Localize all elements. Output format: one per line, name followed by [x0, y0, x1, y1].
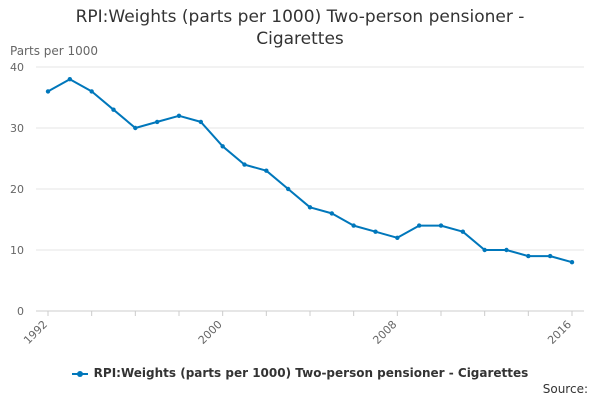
- data-point-2016: [569, 260, 575, 265]
- x-tick-label-2008: 2008: [370, 318, 399, 347]
- data-point-2014: [526, 253, 531, 259]
- x-tick-label-2000: 2000: [196, 318, 225, 347]
- data-point-1998: [176, 113, 182, 119]
- data-point-1994: [89, 89, 94, 94]
- data-point-2006: [351, 223, 356, 228]
- data-point-2000: [220, 144, 225, 149]
- data-point-1992: [45, 89, 51, 94]
- source-label: Source:: [542, 382, 588, 396]
- data-point-2002: [264, 168, 269, 173]
- chart-title-line-2: Cigarettes: [256, 29, 344, 49]
- x-tick-label-1992: 1992: [21, 318, 50, 347]
- legend[interactable]: RPI:Weights (parts per 1000) Two-person …: [0, 366, 600, 380]
- data-point-2005: [329, 211, 335, 216]
- x-tick-label-2016: 2016: [545, 318, 574, 347]
- y-tick-label-10: 10: [10, 244, 24, 257]
- data-point-2001: [242, 162, 247, 167]
- data-point-2009: [416, 223, 422, 228]
- data-point-1996: [133, 125, 138, 131]
- series-line-0: [47, 78, 573, 264]
- data-point-2015: [547, 253, 553, 259]
- y-axis-label: Parts per 1000: [10, 44, 99, 58]
- y-tick-label-0: 0: [17, 305, 24, 318]
- data-point-1993: [67, 77, 73, 82]
- y-tick-label-40: 40: [10, 61, 24, 74]
- data-point-2011: [460, 229, 466, 234]
- data-point-2003: [285, 186, 291, 192]
- chart-title: RPI:Weights (parts per 1000) Two-person …: [0, 6, 600, 50]
- data-point-1995: [111, 107, 116, 112]
- y-tick-label-30: 30: [10, 122, 24, 135]
- legend-swatch-icon: [71, 370, 88, 377]
- y-tick-label-20: 20: [10, 183, 24, 196]
- data-point-2004: [307, 205, 313, 210]
- legend-label: RPI:Weights (parts per 1000) Two-person …: [93, 366, 529, 380]
- data-point-2007: [373, 229, 378, 234]
- data-point-2012: [482, 247, 487, 253]
- data-point-2013: [504, 247, 509, 253]
- data-point-1999: [198, 119, 204, 125]
- chart-title-line-1: RPI:Weights (parts per 1000) Two-person …: [75, 7, 525, 27]
- data-point-1997: [154, 119, 160, 125]
- data-point-2010: [438, 223, 444, 228]
- data-point-2008: [395, 235, 400, 240]
